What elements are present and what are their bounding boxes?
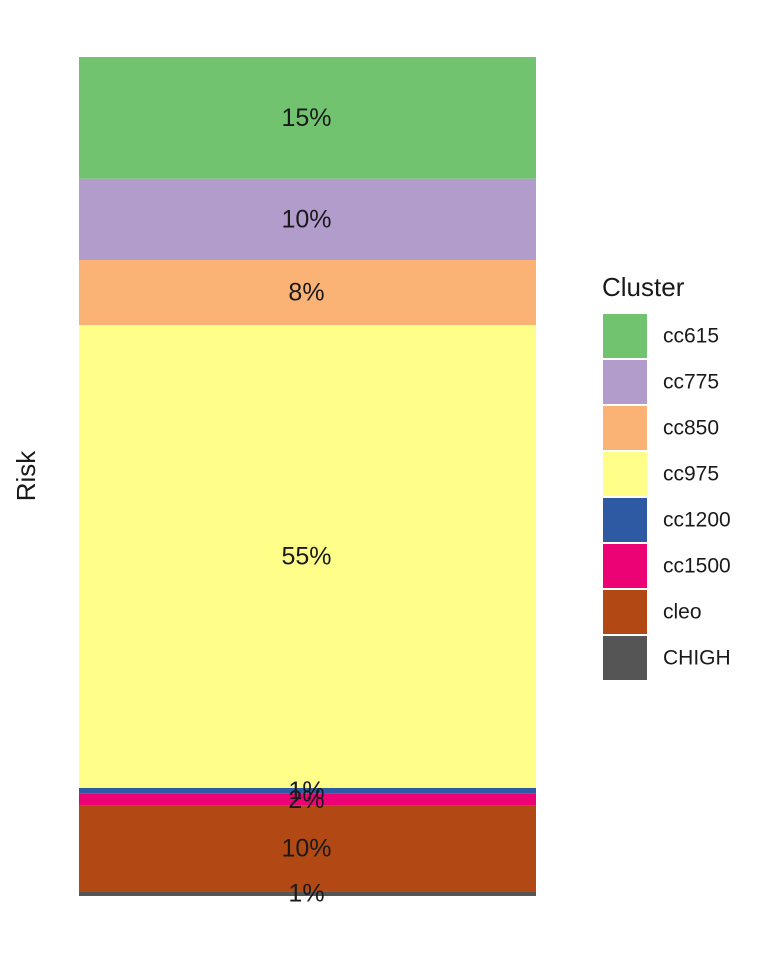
legend-label-cc1200: cc1200 [663, 509, 731, 532]
segment-labels: 15%10%8%55%1%2%10%1% [281, 104, 331, 908]
legend-key-cc775 [603, 360, 647, 404]
legend-label-cc615: cc615 [663, 325, 719, 348]
legend-label-cc975: cc975 [663, 463, 719, 486]
legend: Cluster cc615 cc775 cc850 cc975 cc1200 cc1500… [602, 272, 731, 680]
bar-segment-cc850 [79, 260, 536, 326]
segment-label-cc615: 15% [281, 104, 331, 132]
bar-segment-chigh [79, 891, 536, 896]
bar-segment-cleo [79, 805, 536, 892]
legend-key-cc975 [603, 452, 647, 496]
legend-key-cc615 [603, 314, 647, 358]
bar-segments [79, 57, 536, 896]
legend-key-chigh [603, 636, 647, 680]
segment-label-cc975: 55% [281, 543, 331, 571]
segment-label-chigh: 1% [288, 880, 324, 908]
legend-key-cc850 [603, 406, 647, 450]
segment-label-cc1200: 1% [288, 777, 324, 805]
bar-segment-cc775 [79, 178, 536, 261]
legend-label-chigh: CHIGH [663, 647, 731, 670]
legend-title: Cluster [602, 272, 685, 302]
bar-segment-cc975 [79, 325, 536, 788]
bar-segment-cc1200 [79, 787, 536, 794]
y-axis-label: Risk [11, 450, 41, 502]
bar-segment-cc1500 [79, 793, 536, 806]
segment-label-cleo: 10% [281, 834, 331, 862]
segment-label-cc775: 10% [281, 205, 331, 233]
legend-key-cc1200 [603, 498, 647, 542]
segment-label-cc850: 8% [288, 279, 324, 307]
legend-key-cleo [603, 590, 647, 634]
legend-label-cc775: cc775 [663, 371, 719, 394]
legend-label-cc850: cc850 [663, 417, 719, 440]
legend-key-cc1500 [603, 544, 647, 588]
legend-label-cleo: cleo [663, 601, 702, 624]
segment-label-cc1500: 2% [288, 786, 324, 814]
legend-label-cc1500: cc1500 [663, 555, 731, 578]
bar-segment-cc615 [79, 57, 536, 179]
